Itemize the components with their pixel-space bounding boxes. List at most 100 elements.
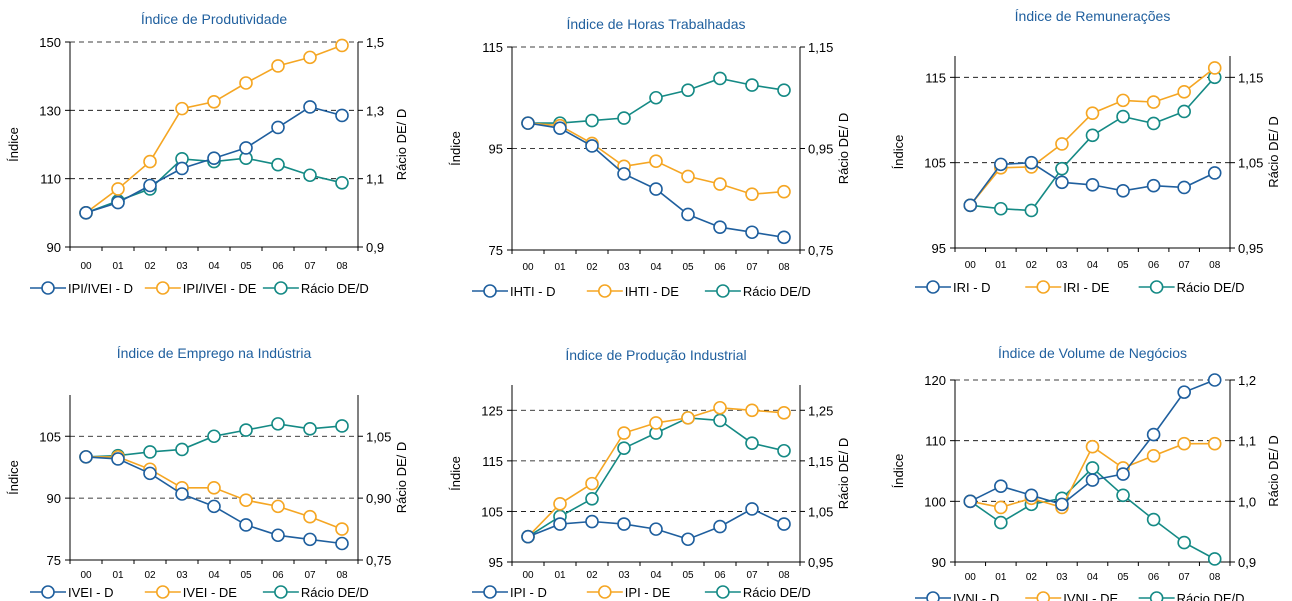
point-de: [1085, 106, 1100, 120]
right-tick-label: 0,9: [366, 240, 384, 255]
legend-marker-de: [597, 284, 612, 298]
chart-title: Índice de Volume de Negócios: [998, 345, 1187, 361]
point-d: [585, 139, 599, 153]
point-ratio: [1146, 512, 1161, 527]
point-d: [207, 499, 221, 514]
point-d: [111, 452, 125, 466]
point-d: [649, 182, 663, 196]
point-de: [239, 493, 253, 507]
x-tick-label: 01: [995, 572, 1007, 583]
legend-label: IVEI - D: [68, 585, 114, 600]
point-d: [79, 206, 93, 220]
point-d: [1055, 175, 1069, 190]
point-d: [1055, 497, 1069, 512]
point-d: [1116, 467, 1130, 481]
x-tick-label: 04: [1087, 260, 1099, 271]
point-ratio: [271, 157, 285, 172]
right-tick-label: 1,15: [808, 40, 833, 55]
point-d: [1024, 155, 1039, 170]
right-tick-label: 1,05: [366, 429, 391, 444]
x-tick-label: 06: [714, 262, 726, 273]
point-ratio: [1055, 161, 1069, 176]
point-de: [1116, 93, 1130, 108]
x-tick-label: 04: [208, 570, 220, 581]
legend-label: IVNI - DE: [1063, 591, 1118, 601]
legend-marker-ratio: [1149, 591, 1164, 601]
point-ratio: [335, 419, 349, 433]
point-de: [553, 497, 567, 511]
x-tick-label: 07: [746, 262, 758, 273]
point-de: [585, 476, 599, 491]
y2-axis-title: Rácio DE/ D: [836, 438, 851, 510]
y2-axis-title: Rácio DE/ D: [1266, 435, 1281, 507]
right-tick-label: 1,15: [808, 454, 833, 469]
legend-label: Rácio DE/D: [301, 585, 369, 600]
x-tick-label: 01: [554, 262, 566, 273]
legend-label: Rácio DE/D: [301, 281, 369, 296]
legend-marker-de: [1036, 591, 1051, 601]
point-ratio: [143, 445, 157, 459]
point-ratio: [303, 422, 317, 436]
point-d: [745, 225, 759, 240]
point-ratio: [617, 441, 631, 456]
left-tick-label: 75: [489, 243, 503, 258]
point-de: [271, 499, 285, 514]
point-de: [745, 403, 759, 418]
x-tick-label: 08: [1209, 572, 1221, 583]
point-de: [303, 509, 317, 524]
point-de: [713, 400, 727, 415]
point-de: [207, 481, 221, 495]
point-d: [207, 151, 221, 165]
right-tick-label: 1,2: [1238, 373, 1256, 388]
point-d: [553, 121, 567, 135]
point-d: [649, 522, 663, 536]
point-de: [681, 411, 695, 425]
x-tick-label: 01: [112, 261, 124, 272]
point-ratio: [681, 83, 695, 97]
legend-label: Rácio DE/D: [1177, 591, 1245, 601]
x-tick-label: 01: [995, 260, 1007, 271]
x-tick-label: 05: [240, 570, 252, 581]
chart-title: Índice de Horas Trabalhadas: [567, 16, 746, 32]
x-tick-label: 08: [336, 261, 348, 272]
point-d: [617, 517, 631, 531]
x-tick-label: 05: [1117, 260, 1129, 271]
point-de: [239, 76, 253, 90]
legend-label: IHTI - D: [510, 284, 556, 299]
x-tick-label: 08: [778, 570, 790, 581]
series-line-d: [527, 122, 785, 239]
x-tick-label: 03: [176, 570, 188, 581]
point-ratio: [1116, 109, 1130, 124]
point-ratio: [617, 111, 631, 125]
point-de: [303, 50, 317, 65]
point-d: [1207, 373, 1222, 387]
point-de: [1146, 95, 1161, 109]
point-de: [335, 522, 349, 536]
chart-panel-2: Índice de Horas Trabalhadas 75 95 115 0,75 0,…: [448, 16, 851, 299]
x-tick-label: 08: [1209, 260, 1221, 271]
point-de: [617, 426, 631, 440]
chart-panel-3: Índice de Remunerações 95 105 115 0,95 1,05 1,…: [891, 8, 1281, 295]
y2-axis-title: Rácio DE/ D: [836, 113, 851, 185]
point-d: [994, 157, 1008, 172]
left-tick-label: 110: [925, 434, 946, 449]
x-tick-label: 05: [682, 262, 694, 273]
left-tick-label: 105: [481, 504, 503, 519]
point-d: [963, 198, 978, 213]
point-d: [271, 120, 285, 135]
legend-label: IHTI - DE: [625, 284, 679, 299]
point-de: [649, 154, 663, 168]
x-tick-label: 00: [965, 572, 977, 583]
right-tick-label: 0,75: [366, 553, 391, 568]
point-ratio: [1116, 488, 1130, 503]
point-de: [1207, 436, 1222, 451]
point-de: [111, 182, 125, 196]
right-tick-label: 1,05: [1238, 156, 1263, 171]
chart-title: Índice de Remunerações: [1015, 8, 1171, 24]
x-tick-label: 02: [586, 262, 598, 273]
x-tick-label: 00: [522, 570, 534, 581]
point-ratio: [777, 443, 791, 458]
point-d: [681, 532, 695, 547]
x-tick-label: 02: [586, 570, 598, 581]
x-tick-label: 05: [1117, 572, 1129, 583]
